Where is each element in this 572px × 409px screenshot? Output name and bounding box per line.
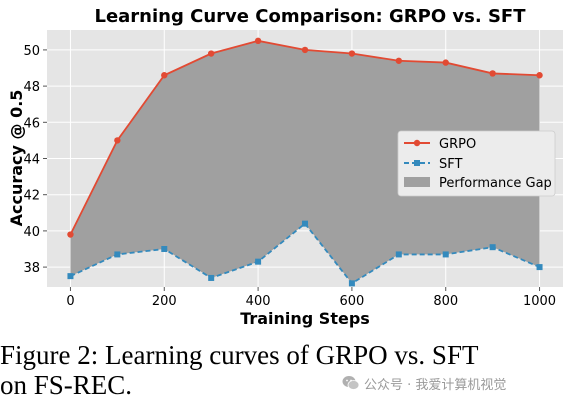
data-point-sft <box>67 273 74 280</box>
x-axis: 0 200 400 600 800 1000 <box>66 287 556 309</box>
series-layer <box>67 37 543 287</box>
y-axis-label: Accuracy @ 0.5 <box>7 90 26 227</box>
legend-label-gap: Performance Gap <box>439 176 552 191</box>
data-point-grpo <box>348 50 356 57</box>
x-tick-label: 800 <box>433 294 458 309</box>
data-point-grpo <box>114 137 121 144</box>
performance-gap-area <box>70 40 540 284</box>
data-point-grpo <box>161 72 168 79</box>
data-point-grpo <box>442 59 449 66</box>
watermark-text: 公众号 · 我爱计算机视觉 <box>364 378 507 393</box>
data-point-grpo <box>207 50 215 57</box>
x-tick-label: 200 <box>152 294 177 309</box>
legend-marker-sft <box>414 160 420 166</box>
y-tick-label: 50 <box>23 44 40 59</box>
data-point-sft <box>114 251 121 258</box>
x-tick-label: 0 <box>66 294 74 309</box>
chart-title: Learning Curve Comparison: GRPO vs. SFT <box>94 6 526 27</box>
data-point-sft <box>208 274 215 281</box>
caption-line-2: on FS-REC. <box>0 370 133 400</box>
y-tick-label: 48 <box>23 80 40 95</box>
wechat-icon <box>342 376 360 390</box>
legend-marker-grpo <box>413 139 421 147</box>
x-tick-label: 400 <box>246 294 271 309</box>
chart: Learning Curve Comparison: GRPO vs. SFT … <box>7 6 563 328</box>
data-point-grpo <box>67 231 74 238</box>
caption-line-1: Figure 2: Learning curves of GRPO vs. SF… <box>0 340 479 370</box>
legend-box <box>397 130 556 197</box>
data-point-sft <box>442 251 449 258</box>
data-point-grpo <box>254 37 262 45</box>
y-tick-label: 40 <box>23 225 40 240</box>
legend-label-grpo: GRPO <box>439 137 476 152</box>
y-tick-label: 38 <box>23 261 40 276</box>
data-point-sft <box>348 280 355 287</box>
legend: GRPO SFT Performance Gap <box>397 130 556 197</box>
x-tick-label: 1000 <box>523 294 556 309</box>
data-point-grpo <box>301 46 309 54</box>
data-point-sft <box>302 220 308 227</box>
data-point-sft <box>395 251 402 258</box>
data-point-grpo <box>395 57 403 64</box>
data-point-sft <box>489 244 496 251</box>
y-tick-label: 44 <box>23 153 40 168</box>
x-tick-label: 600 <box>339 294 364 309</box>
y-tick-label: 46 <box>23 116 40 131</box>
data-point-sft <box>161 245 168 252</box>
x-axis-label: Training Steps <box>240 309 370 328</box>
data-point-sft <box>536 264 543 271</box>
legend-label-sft: SFT <box>439 157 463 172</box>
y-axis: 38 40 42 44 46 48 50 <box>23 44 47 276</box>
figure-caption: Figure 2: Learning curves of GRPO vs. SF… <box>0 340 572 400</box>
legend-swatch-gap <box>404 177 430 187</box>
data-point-grpo <box>489 70 496 77</box>
data-point-grpo <box>536 72 543 79</box>
data-point-sft <box>255 258 262 265</box>
y-tick-label: 42 <box>23 189 40 204</box>
